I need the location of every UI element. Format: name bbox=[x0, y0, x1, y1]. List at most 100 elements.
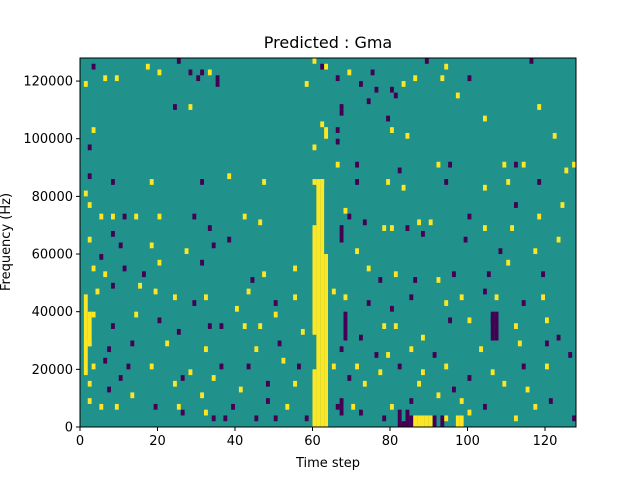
heatmap-cell bbox=[207, 69, 212, 76]
heatmap-cell bbox=[273, 415, 278, 422]
heatmap-cell bbox=[122, 213, 127, 220]
heatmap-cell bbox=[215, 75, 220, 82]
heatmap-cell bbox=[467, 75, 472, 82]
heatmap-cell bbox=[436, 161, 441, 168]
heatmap-cell bbox=[393, 323, 398, 329]
heatmap-cell bbox=[401, 81, 406, 87]
heatmap-cell bbox=[424, 58, 429, 64]
heatmap-cell bbox=[397, 363, 402, 370]
heatmap-cell bbox=[552, 132, 557, 139]
heatmap-band bbox=[312, 225, 317, 335]
heatmap-cell bbox=[339, 346, 344, 353]
x-tick-label: 100 bbox=[455, 434, 480, 449]
heatmap-cell bbox=[91, 63, 96, 70]
heatmap-cell bbox=[444, 63, 449, 70]
heatmap-cell bbox=[111, 230, 115, 237]
heatmap-cell bbox=[362, 219, 367, 226]
heatmap-cell bbox=[200, 179, 205, 185]
heatmap-cell bbox=[111, 213, 115, 220]
heatmap-cell bbox=[130, 392, 135, 399]
heatmap-cell bbox=[200, 69, 205, 76]
heatmap-cell bbox=[556, 334, 561, 341]
heatmap-cell bbox=[521, 300, 526, 306]
heatmap-cell bbox=[99, 213, 104, 220]
heatmap-cell bbox=[246, 288, 251, 295]
heatmap-cell bbox=[192, 213, 197, 220]
heatmap-cell bbox=[153, 288, 158, 295]
heatmap-cell bbox=[250, 277, 255, 283]
y-tick-label: 80000 bbox=[32, 190, 73, 205]
heatmap-cell bbox=[200, 392, 205, 399]
heatmap-cell bbox=[87, 173, 92, 180]
heatmap-cell bbox=[219, 323, 224, 329]
heatmap-band bbox=[312, 369, 317, 427]
heatmap-cell bbox=[324, 63, 329, 70]
heatmap-cell bbox=[312, 144, 317, 151]
heatmap-cell bbox=[192, 300, 197, 306]
heatmap-cell bbox=[173, 104, 177, 110]
heatmap-cell bbox=[409, 294, 414, 301]
heatmap-cell bbox=[142, 271, 146, 278]
heatmap-cell bbox=[204, 346, 208, 353]
heatmap-cell bbox=[254, 415, 259, 422]
heatmap-cell bbox=[254, 346, 259, 353]
heatmap-cell bbox=[165, 340, 170, 347]
heatmap-cell bbox=[405, 132, 410, 139]
heatmap-cell bbox=[382, 415, 387, 422]
x-axis-ticks: 0 20 40 60 80 100 120 bbox=[76, 427, 557, 449]
heatmap-cell bbox=[517, 340, 522, 347]
heatmap-cell bbox=[448, 317, 453, 324]
heatmap-cell bbox=[335, 127, 340, 133]
heatmap-band bbox=[409, 415, 414, 427]
heatmap-cell bbox=[564, 167, 569, 174]
heatmap-cell bbox=[83, 81, 88, 87]
y-axis-ticks: 0 20000 40000 60000 80000 100000 120000 bbox=[23, 75, 80, 436]
heatmap-cell bbox=[347, 375, 352, 381]
heatmap-cell bbox=[111, 282, 115, 289]
heatmap-cell bbox=[103, 75, 108, 82]
heatmap-cell bbox=[506, 259, 511, 266]
heatmap-cell bbox=[300, 328, 305, 335]
heatmap-cell bbox=[572, 161, 577, 168]
heatmap-cell bbox=[490, 369, 495, 376]
heatmap-cell bbox=[87, 236, 92, 243]
heatmap-cell bbox=[390, 305, 394, 312]
heatmap-cell bbox=[436, 392, 441, 399]
heatmap-cell bbox=[223, 415, 228, 422]
heatmap-cell bbox=[99, 403, 104, 410]
heatmap-cell bbox=[525, 386, 530, 393]
heatmap-cell bbox=[541, 271, 546, 278]
heatmap-cell bbox=[312, 179, 317, 185]
heatmap-cell bbox=[506, 179, 511, 185]
heatmap-band bbox=[339, 398, 344, 416]
heatmap-cell bbox=[498, 248, 503, 255]
heatmap-cell bbox=[138, 282, 143, 289]
heatmap-cell bbox=[459, 398, 464, 404]
heatmap-cell bbox=[444, 363, 449, 370]
heatmap-cell bbox=[486, 271, 491, 278]
heatmap-cell bbox=[87, 202, 92, 208]
heatmap-cell bbox=[200, 259, 205, 266]
heatmap-band bbox=[401, 421, 406, 427]
heatmap-cell bbox=[157, 69, 162, 76]
heatmap-cell bbox=[374, 352, 379, 358]
heatmap-band bbox=[343, 311, 348, 341]
heatmap-cell bbox=[545, 363, 549, 370]
heatmap-cell bbox=[359, 81, 363, 87]
heatmap-cell bbox=[227, 236, 232, 243]
heatmap-cell bbox=[529, 58, 534, 64]
heatmap-cell bbox=[514, 202, 518, 208]
heatmap-band bbox=[455, 415, 460, 427]
heatmap-cell bbox=[490, 317, 495, 324]
heatmap-cell bbox=[390, 225, 394, 231]
heatmap-cell bbox=[118, 242, 123, 249]
heatmap-cell bbox=[514, 415, 518, 422]
heatmap-cell bbox=[188, 369, 193, 376]
heatmap-cell bbox=[231, 403, 236, 410]
heatmap-cell bbox=[176, 403, 181, 410]
heatmap-cell bbox=[266, 380, 270, 387]
heatmap-cell bbox=[409, 346, 414, 353]
heatmap-cell bbox=[126, 363, 131, 370]
heatmap-cell bbox=[533, 248, 538, 255]
heatmap-cell bbox=[483, 403, 487, 410]
